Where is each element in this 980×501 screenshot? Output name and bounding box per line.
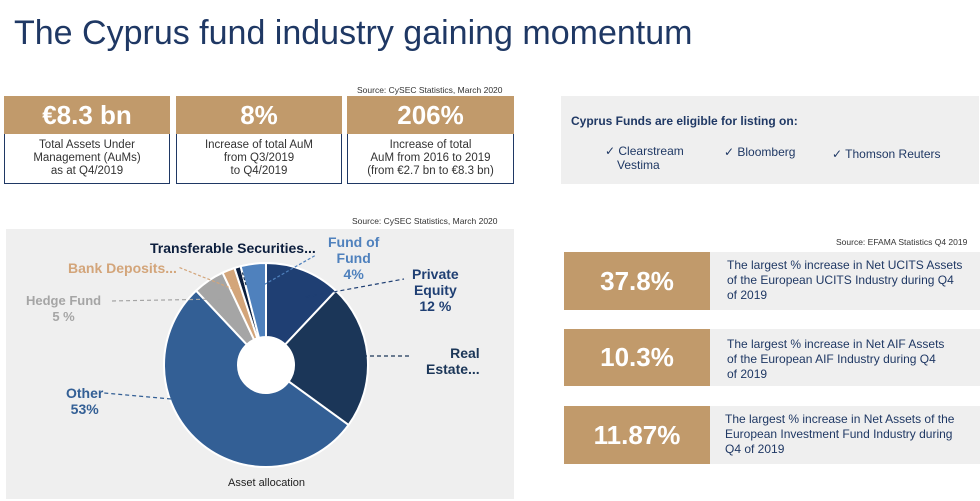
- stat-desc-bg: [710, 252, 980, 310]
- platform-name: ✓ Bloomberg: [724, 145, 796, 159]
- stat-value: 11.87%: [564, 406, 710, 464]
- stat-description: The largest % increase in Net AIF Assets…: [727, 337, 944, 382]
- label-line: Hedge Fund: [26, 293, 102, 308]
- label-line: 53%: [70, 401, 99, 417]
- platform-name: ✓ Clearstream: [605, 144, 684, 158]
- stat-desc-line: of the European UCITS Industry during Q4: [727, 273, 954, 287]
- stat-desc-line: The largest % increase in Net UCITS Asse…: [727, 258, 963, 272]
- label-bank-deposits: Bank Deposits...: [68, 260, 177, 276]
- stat-description: The largest % increase in Net UCITS Asse…: [727, 258, 962, 303]
- leader-line: [305, 278, 405, 298]
- stat-desc-line: The largest % increase in Net AIF Assets: [727, 337, 945, 351]
- kpi-tile-increase-q: 8% Increase of total AuM from Q3/2019 to…: [176, 96, 342, 184]
- stat-desc-line: of 2019: [727, 288, 768, 302]
- kpi-desc-line: to Q4/2019: [230, 165, 288, 177]
- stat-desc-bg: [710, 406, 980, 464]
- page-title: The Cyprus fund industry gaining momentu…: [14, 14, 693, 52]
- label-transferable-securities: Transferable Securities...: [150, 240, 316, 256]
- leader-line: [103, 392, 172, 400]
- kpi-desc-line: (from €2.7 bn to €8.3 bn): [367, 165, 494, 177]
- chart-source: Source: CySEC Statistics, March 2020: [352, 216, 498, 226]
- label-private-equity: Private Equity 12 %: [412, 266, 459, 314]
- platform-bloomberg: ✓ Bloomberg: [724, 145, 795, 159]
- platform-name-cont: Vestima: [617, 158, 660, 172]
- label-line: Private: [412, 266, 459, 282]
- donut-chart: [103, 254, 412, 468]
- label-line: Other: [66, 385, 104, 401]
- kpi-tile-aum: €8.3 bn Total Assets Under Management (A…: [4, 96, 170, 184]
- kpi-desc-line: Increase of total: [389, 139, 472, 151]
- listing-panel: Cyprus Funds are eligible for listing on…: [561, 96, 979, 184]
- donut-hole: [238, 337, 294, 393]
- label-line: Fund of: [328, 234, 380, 250]
- kpi-desc-line: Increase of total AuM: [204, 139, 314, 151]
- kpi-tile-increase-y: 206% Increase of total AuM from 2016 to …: [347, 96, 514, 184]
- label-line: 4%: [343, 266, 364, 282]
- label-line: Estate...: [426, 361, 480, 377]
- label-other: Other 53%: [66, 385, 103, 417]
- stat-value: 37.8%: [564, 252, 710, 310]
- platform-thomson-reuters: ✓ Thomson Reuters: [832, 147, 941, 161]
- stat-desc-line: of 2019: [727, 367, 768, 381]
- platform-name: ✓ Thomson Reuters: [832, 147, 941, 161]
- label-hedge-fund: Hedge Fund 5 %: [26, 293, 101, 325]
- efama-source: Source: EFAMA Statistics Q4 2019: [836, 237, 968, 247]
- kpi-description: Increase of total AuM from 2016 to 2019 …: [347, 134, 514, 184]
- platform-clearstream: ✓ Clearstream Vestima: [605, 144, 684, 172]
- stat-desc-line: The largest % increase in Net Assets of …: [725, 412, 955, 426]
- label-fund-of-fund: Fund of Fund 4%: [328, 234, 379, 282]
- kpi-desc-line: as at Q4/2019: [50, 165, 124, 177]
- kpi-desc-line: AuM from 2016 to 2019: [370, 152, 491, 164]
- kpi-desc-line: from Q3/2019: [223, 152, 295, 164]
- label-real-estate: Real Estate...: [426, 345, 480, 377]
- kpi-desc-line: Total Assets Under: [39, 139, 135, 151]
- leader-line: [259, 254, 317, 288]
- stat-desc-line: European Investment Fund Industry during: [725, 427, 953, 441]
- leader-line: [177, 266, 239, 292]
- kpi-source: Source: CySEC Statistics, March 2020: [357, 85, 503, 95]
- stat-description: The largest % increase in Net Assets of …: [725, 412, 954, 457]
- leader-line: [109, 298, 222, 302]
- label-line: 12 %: [419, 298, 452, 314]
- kpi-value: 8%: [176, 96, 342, 134]
- listing-title: Cyprus Funds are eligible for listing on…: [571, 114, 798, 128]
- chart-caption: Asset allocation: [228, 477, 306, 489]
- label-line: Fund: [336, 250, 371, 266]
- stat-desc-line: Q4 of 2019: [725, 442, 785, 456]
- stat-value: 10.3%: [564, 329, 710, 386]
- stat-desc-bg: [710, 329, 980, 386]
- label-line: 5 %: [52, 309, 75, 324]
- kpi-value: €8.3 bn: [4, 96, 170, 134]
- label-line: Real: [450, 345, 480, 361]
- kpi-description: Total Assets Under Management (AuMs) as …: [4, 134, 170, 184]
- kpi-desc-line: Management (AuMs): [33, 152, 141, 164]
- chart-panel: Transferable Securities... Fund of Fund …: [6, 229, 514, 499]
- kpi-description: Increase of total AuM from Q3/2019 to Q4…: [176, 134, 342, 184]
- leader-line: [241, 270, 247, 286]
- kpi-value: 206%: [347, 96, 514, 134]
- stat-desc-line: of the European AIF Industry during Q4: [727, 352, 936, 366]
- label-line: Equity: [413, 282, 457, 298]
